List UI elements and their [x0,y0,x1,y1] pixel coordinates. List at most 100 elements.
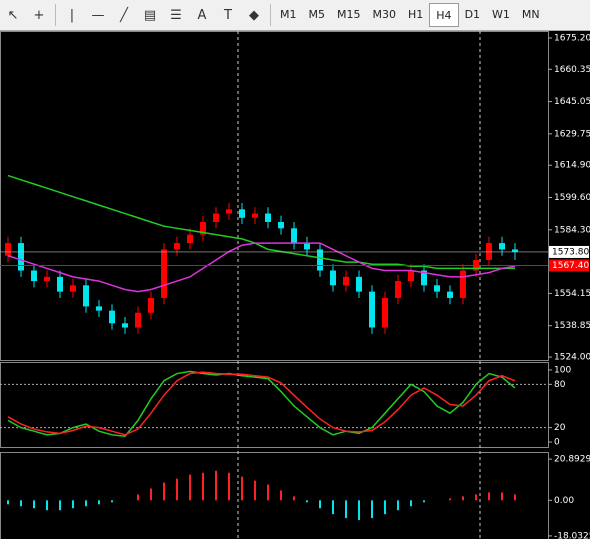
timeframe-button[interactable]: M1 [280,7,297,21]
histogram-bar [150,488,152,501]
histogram-bar [72,500,74,509]
candle-body [512,249,518,252]
candle-body [18,243,24,271]
candle-body [343,276,349,286]
histogram-bar [293,496,295,501]
histogram-bar [397,500,399,511]
candle-body [213,213,219,222]
candle-body [44,276,50,282]
histogram-bar [59,500,61,511]
histogram-bar [202,472,204,501]
candle-body [447,291,453,298]
label-tool[interactable]: T [224,7,232,23]
crosshair-tool[interactable]: + [33,7,45,23]
candle-body [304,243,310,250]
histogram-bar [267,484,269,501]
indicator-line [7,174,515,270]
y-tick-label: 1614.90 [554,161,590,171]
current-price-label: 1573.80 [552,247,589,257]
timeframe-button[interactable]: D1 [464,7,481,21]
candle-body [408,270,414,282]
indicator-line [7,371,516,436]
y-tick-label: 1538.85 [554,321,590,331]
histogram-bar [410,500,412,507]
histogram-bar [280,490,282,501]
histogram-bar [111,500,113,503]
candle-body [200,221,206,235]
text-tool[interactable]: A [197,7,207,23]
bid-box [549,259,589,272]
timeframe-button[interactable]: W1 [492,7,510,21]
histogram-bar [488,492,490,501]
candle-body [122,323,128,328]
candle-body [57,276,63,292]
timeframe-button[interactable]: MN [521,7,540,21]
candle-body [291,228,297,244]
y-tick-label: 20 [554,423,566,433]
timeframe-button[interactable]: M30 [372,7,397,21]
candle-body [148,297,154,313]
candle-body [70,285,76,292]
histogram-bar [241,476,243,501]
timeframe-button[interactable]: H4 [429,3,459,27]
candle-body [278,221,284,229]
histogram-bar [163,482,165,501]
y-tick-label: 1629.75 [554,129,590,139]
histogram-bar [189,474,191,501]
histogram-bar [501,492,503,501]
histogram-bar [98,500,100,505]
candle-body [252,213,258,218]
histogram-bar [306,500,308,503]
y-tick-label: 0.00 [554,496,574,506]
candle-body [5,243,11,256]
histogram-bar [176,478,178,501]
histogram-bar [358,500,360,521]
y-tick-label: 1584.30 [554,225,590,235]
y-tick-label: 1554.15 [554,289,590,299]
histogram-bar [475,494,477,501]
histogram-bar [137,494,139,501]
histogram-bar [319,500,321,509]
candle-body [421,270,427,286]
histogram-bar [215,470,217,501]
panel-frame [0,362,549,448]
channel-tool[interactable]: ▤ [143,7,157,23]
histogram-bar [85,500,87,507]
timeframe-button[interactable]: M15 [337,7,361,21]
candle-body [174,243,180,250]
fibo-tool[interactable]: ☰ [170,7,182,23]
y-tick-label: 1524.00 [554,353,590,363]
candle-body [226,209,232,214]
y-tick-label: 1645.05 [554,97,590,107]
histogram-bar [514,494,516,501]
histogram-bar [7,500,9,505]
timeframe-button[interactable]: M5 [308,7,326,21]
trend-tool[interactable]: ╱ [120,7,128,23]
y-tick-label: -18.0325 [554,531,590,539]
timeframe-button[interactable]: H1 [408,7,424,21]
candle-body [317,249,323,271]
candle-body [135,312,141,328]
chart: 1675.20 1660.35 1645.05 1629.75 1614.90 1599.… [0,31,590,539]
histogram-bar [345,500,347,519]
y-tick-label: 1675.20 [554,33,590,43]
vline-tool[interactable]: | [69,7,75,23]
candle-body [83,285,89,307]
histogram-bar [20,500,22,507]
hline-tool[interactable]: — [91,7,105,23]
candle-body [499,243,505,250]
candle-body [265,213,271,222]
candle-body [187,234,193,244]
y-tick-label: 100 [554,365,571,375]
arrows-tool[interactable]: ◆ [249,7,259,23]
y-tick-label: 20.8929 [554,455,590,465]
histogram-bar [371,500,373,519]
y-tick-label: 1599.60 [554,193,590,203]
cursor-tool[interactable]: ↖ [7,7,19,23]
panel-frame [0,452,549,539]
candle-body [161,249,167,298]
histogram-bar [449,498,451,501]
current-price-box [549,245,589,258]
candle-body [369,291,375,328]
candle-body [31,270,37,282]
